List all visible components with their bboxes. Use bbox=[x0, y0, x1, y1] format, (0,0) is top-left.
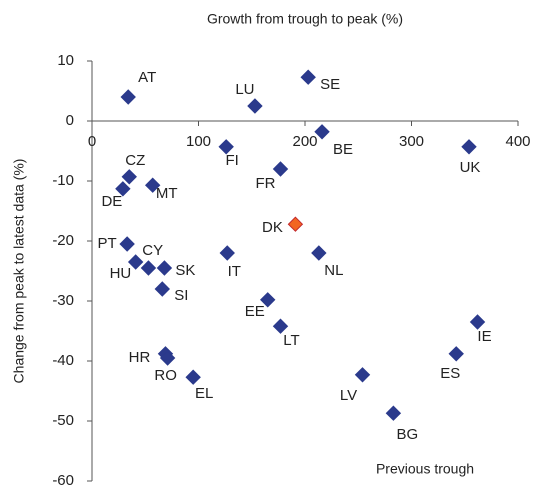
point bbox=[300, 69, 316, 85]
point bbox=[119, 236, 135, 252]
point bbox=[156, 260, 173, 276]
annotation: Previous trough bbox=[376, 461, 474, 477]
point bbox=[354, 367, 371, 383]
chart-title: Growth from trough to peak (%) bbox=[207, 11, 403, 27]
point-label: DK bbox=[262, 219, 283, 236]
point-label: EE bbox=[245, 303, 265, 320]
point bbox=[144, 177, 161, 193]
point bbox=[159, 350, 176, 366]
y-tick-label: -30 bbox=[52, 292, 74, 309]
point-label: SE bbox=[320, 76, 340, 93]
point-label: MT bbox=[156, 185, 178, 202]
point-label: SK bbox=[175, 262, 195, 279]
point-label: CY bbox=[142, 242, 163, 259]
point-label: ES bbox=[440, 365, 460, 382]
point-label: LT bbox=[283, 332, 299, 349]
point-label: PT bbox=[98, 235, 117, 252]
point bbox=[260, 292, 276, 308]
point-label: HR bbox=[129, 349, 151, 366]
point-label: LU bbox=[235, 81, 254, 98]
point-label: FR bbox=[256, 175, 276, 192]
y-tick-label: -50 bbox=[52, 412, 74, 429]
point-label: BE bbox=[333, 141, 353, 158]
y-tick-label: 10 bbox=[57, 52, 74, 69]
point bbox=[218, 139, 234, 155]
point-label: SI bbox=[174, 287, 188, 304]
point-label: AT bbox=[138, 69, 156, 86]
point-label: EL bbox=[195, 385, 213, 402]
point bbox=[385, 405, 402, 421]
point bbox=[219, 245, 235, 261]
point-label: DE bbox=[101, 193, 122, 210]
point bbox=[461, 139, 477, 155]
point-label: NL bbox=[324, 262, 343, 279]
x-tick-label: 100 bbox=[186, 133, 211, 150]
point bbox=[287, 216, 304, 232]
y-tick-label: -60 bbox=[52, 472, 74, 489]
point bbox=[185, 369, 201, 385]
y-tick-label: 0 bbox=[66, 112, 74, 129]
point bbox=[154, 281, 170, 297]
x-tick-label: 0 bbox=[88, 133, 96, 150]
y-axis-label: Change from peak to latest data (%) bbox=[11, 159, 27, 384]
point bbox=[140, 260, 157, 276]
point bbox=[272, 318, 289, 334]
point bbox=[311, 245, 327, 261]
point bbox=[120, 89, 136, 105]
point-label: BG bbox=[397, 426, 419, 443]
point-label: IT bbox=[228, 263, 241, 280]
point bbox=[247, 98, 263, 114]
point-label: IE bbox=[477, 328, 491, 345]
point bbox=[314, 124, 330, 140]
point-label: HU bbox=[110, 265, 132, 282]
y-tick-label: -40 bbox=[52, 352, 74, 369]
point-label: FI bbox=[226, 152, 239, 169]
point bbox=[272, 161, 289, 177]
x-tick-label: 300 bbox=[399, 133, 424, 150]
point bbox=[469, 314, 486, 330]
point-label: CZ bbox=[125, 152, 145, 169]
y-tick-label: -20 bbox=[52, 232, 74, 249]
point-label: LV bbox=[340, 387, 357, 404]
x-tick-label: 200 bbox=[292, 133, 317, 150]
point bbox=[448, 346, 464, 362]
point bbox=[127, 254, 144, 270]
x-tick-label: 400 bbox=[505, 133, 530, 150]
y-tick-label: -10 bbox=[52, 172, 74, 189]
point bbox=[115, 181, 131, 197]
point-label: RO bbox=[154, 367, 177, 384]
point bbox=[121, 169, 137, 185]
point-label: UK bbox=[460, 159, 481, 176]
